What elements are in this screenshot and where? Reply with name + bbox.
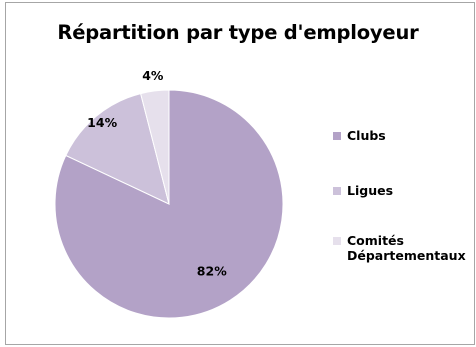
data-label-ligues: 14% — [87, 115, 117, 130]
data-label-clubs: 82% — [197, 263, 227, 278]
pie-data-labels: 82% 14% 4% — [87, 68, 227, 278]
pie-slices — [54, 89, 284, 319]
data-label-comites-departementaux: 4% — [142, 68, 164, 83]
legend-label-ligues: Ligues — [347, 183, 394, 198]
pie-slice-ligues — [65, 92, 170, 205]
legend-swatch-ligues — [333, 187, 341, 195]
pie-slice-comites-departementaux — [140, 89, 170, 205]
legend-swatch-comites — [333, 237, 341, 245]
chart-title: Répartition par type d'employeur — [57, 21, 419, 44]
legend-label-clubs: Clubs — [347, 128, 386, 143]
legend-swatch-clubs — [333, 132, 341, 140]
legend-label-comites: Comités Départementaux — [347, 233, 466, 263]
